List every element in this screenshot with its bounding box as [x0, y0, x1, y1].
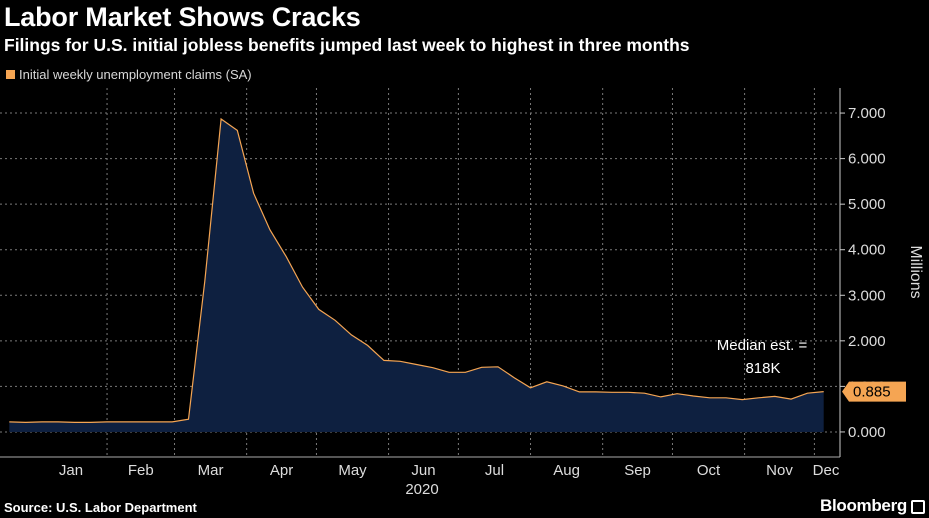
- y-tick-label: 7.000: [848, 105, 886, 122]
- y-tick-label: 4.000: [848, 242, 886, 259]
- annotation-line-2: 818K: [745, 360, 780, 377]
- x-tick-label: Sep: [624, 462, 651, 479]
- x-tick-label: Aug: [553, 462, 580, 479]
- chart-subtitle: Filings for U.S. initial jobless benefit…: [4, 35, 690, 55]
- x-ticks: Jan Feb Mar Apr May Jun Jul Aug Sep Oct Nov Dec: [0, 456, 840, 479]
- x-tick-label: Jul: [485, 462, 504, 479]
- y-axis-label: Millions: [907, 245, 924, 298]
- legend-label: Initial weekly unemployment claims (SA): [19, 67, 252, 82]
- x-tick-label: Nov: [766, 462, 793, 479]
- series-area: [9, 119, 824, 432]
- x-tick-label: Mar: [198, 462, 224, 479]
- y-tick-label: 2.000: [848, 333, 886, 350]
- x-axis-label: 2020: [405, 481, 438, 498]
- y-tick-label: 6.000: [848, 151, 886, 168]
- y-tick-label: 3.000: [848, 287, 886, 304]
- legend: Initial weekly unemployment claims (SA): [6, 67, 252, 82]
- y-tick-label: 0.000: [848, 424, 886, 441]
- y-tick-label: 5.000: [848, 196, 886, 213]
- brand-logo: Bloomberg: [819, 496, 907, 515]
- grid: [0, 88, 840, 457]
- x-tick-label: Jun: [411, 462, 435, 479]
- source-note: Source: U.S. Labor Department: [4, 500, 197, 515]
- x-tick-label: Oct: [697, 462, 721, 479]
- x-tick-label: Apr: [270, 462, 293, 479]
- x-tick-label: Dec: [813, 462, 840, 479]
- x-tick-label: Jan: [59, 462, 83, 479]
- series-line: [9, 117, 824, 424]
- chart-title: Labor Market Shows Cracks: [4, 2, 361, 32]
- last-value-badge: 0.885: [842, 381, 906, 402]
- legend-swatch: [6, 70, 15, 79]
- brand-mark-icon: [911, 500, 925, 514]
- annotation-line-1: Median est. =: [717, 337, 808, 354]
- x-tick-label: Feb: [128, 462, 154, 479]
- last-value-label: 0.885: [853, 384, 891, 401]
- x-tick-label: May: [338, 462, 367, 479]
